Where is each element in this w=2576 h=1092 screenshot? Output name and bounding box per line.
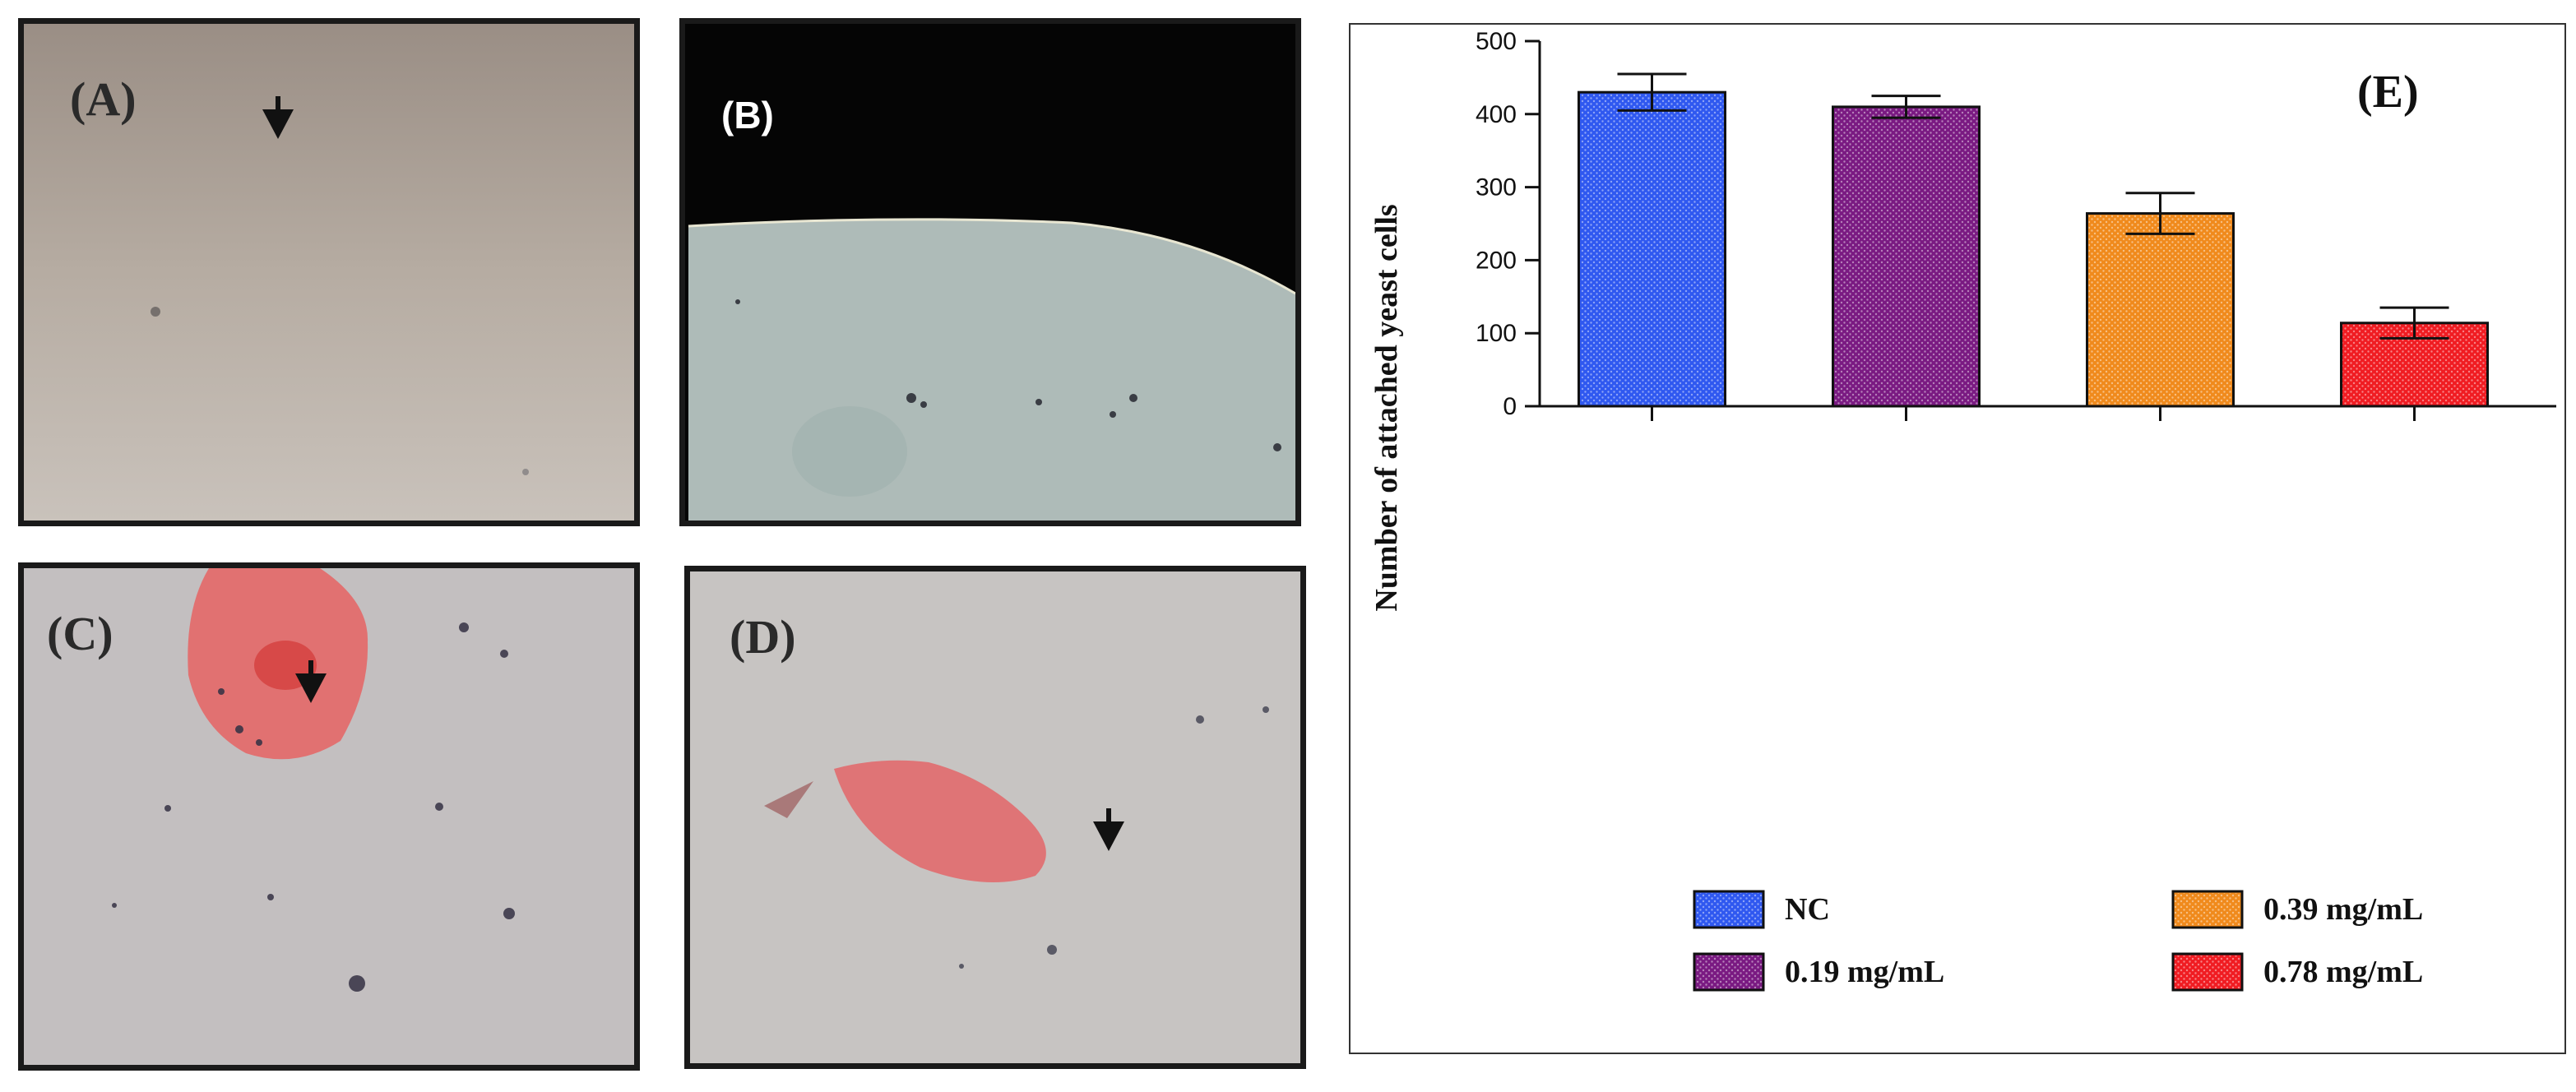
legend: NC 0.19 mg/mL 0.39 mg/mL 0.78 mg/mL: [1693, 890, 2423, 992]
legend-swatch-texture-3: [2175, 956, 2240, 988]
arrow-d-icon: [1093, 808, 1124, 851]
panel-a-label: (A): [70, 72, 137, 126]
legend-label-1: 0.19 mg/mL: [1785, 955, 1944, 989]
legend-swatch-texture-2: [2175, 893, 2240, 926]
plot-area: 0 100 200 300 400 500: [1476, 28, 2556, 421]
arrow-c-icon: [295, 660, 327, 703]
micrograph-b-image: [685, 24, 1295, 521]
y-tick-label-5: 500: [1476, 28, 1517, 55]
bar-chart: (E) Number of attached yeast cells 0 100 2…: [1369, 28, 2556, 992]
panel-d-label: (D): [730, 610, 796, 664]
legend-label-2: 0.39 mg/mL: [2263, 892, 2423, 927]
micrograph-a-image: [24, 24, 634, 521]
y-tick-label-0: 0: [1503, 393, 1517, 420]
legend-swatch-texture-1: [1696, 956, 1762, 988]
arrow-a-icon: [262, 96, 294, 139]
legend-swatch-texture-0: [1696, 893, 1762, 926]
bar-texture-0: [1580, 94, 1724, 405]
micrograph-c-image: [24, 568, 634, 1065]
bar-texture-2: [2088, 215, 2232, 405]
y-tick-label-2: 200: [1476, 247, 1517, 274]
panel-b-label: (B): [721, 94, 774, 136]
micrograph-d-image: [690, 571, 1300, 1063]
micrograph-panel-d: (D): [684, 566, 1306, 1069]
bar-chart-panel-e: (E) Number of attached yeast cells 0 100 2…: [1349, 23, 2566, 1054]
y-tick-label-4: 400: [1476, 101, 1517, 128]
y-tick-label-3: 300: [1476, 174, 1517, 201]
y-tick-label-1: 100: [1476, 320, 1517, 347]
micrograph-panel-c: (C): [18, 562, 640, 1071]
legend-label-0: NC: [1785, 892, 1830, 927]
micrograph-panel-b: (B): [679, 18, 1301, 526]
panel-e-label: (E): [2357, 67, 2419, 118]
panel-c-label: (C): [47, 607, 114, 660]
legend-label-3: 0.78 mg/mL: [2263, 955, 2423, 989]
bar-texture-1: [1834, 108, 1978, 405]
micrograph-panel-a: (A): [18, 18, 640, 526]
y-axis-title: Number of attached yeast cells: [1369, 204, 1404, 611]
